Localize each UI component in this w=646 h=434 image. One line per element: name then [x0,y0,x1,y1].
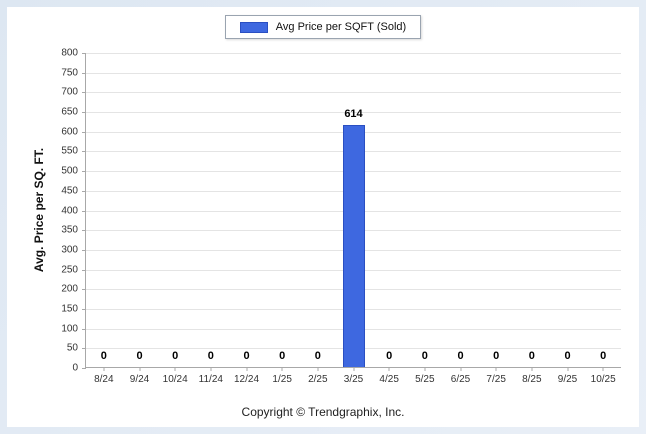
y-tick-label: 600 [61,126,78,138]
y-tick-label: 300 [61,244,78,256]
legend: Avg Price per SQFT (Sold) [224,15,422,39]
bar-value-label: 0 [528,350,535,362]
y-tick-mark [82,230,86,232]
x-tick-label: 10/24 [162,374,188,385]
x-tick-label: 8/25 [522,374,542,385]
legend-label: Avg Price per SQFT (Sold) [275,21,407,33]
y-tick-mark [82,190,86,192]
bar-value-label: 0 [243,350,250,362]
x-tick-mark [317,367,319,371]
x-tick-label: 8/24 [94,374,114,385]
y-tick-label: 100 [61,323,78,335]
y-tick-label: 150 [61,303,78,315]
x-tick-label: 9/25 [557,374,578,385]
plot-area: 0 50 100 150 200 250 300 350 400 450 500 550 600 650 7… [61,48,621,385]
y-tick-mark [82,308,86,310]
y-tick-label: 700 [61,86,78,98]
chart-canvas: Avg Price per SQFT (Sold) Avg. Price per… [7,7,639,427]
x-tick-mark [567,367,568,371]
x-tick-mark [460,367,461,371]
y-tick-label: 750 [61,67,78,79]
x-tick-label: 7/25 [486,374,506,385]
x-tick-mark [424,367,426,371]
x-tick-mark [281,367,283,371]
y-tick-mark [82,53,86,54]
y-tick-label: 500 [61,165,78,177]
y-tick-mark [82,249,86,251]
x-tick-mark [353,367,354,371]
x-tick-mark [174,367,176,371]
y-tick-label: 0 [72,362,78,374]
y-tick-label: 50 [66,342,78,354]
y-tick-label: 450 [61,185,78,197]
y-tick-mark [82,269,86,271]
bar-value-label: 0 [279,350,286,362]
x-tick-mark [388,367,390,371]
bar-value-label: 0 [564,350,571,362]
y-tick-label: 350 [61,224,78,236]
gridline [86,72,621,74]
x-tick-mark [103,367,105,371]
gridline [86,53,621,54]
legend-row: Avg Price per SQFT (Sold) [7,7,639,39]
bar-value-label: 0 [314,350,321,362]
y-tick-label: 250 [61,264,78,276]
bar-value-label: 0 [100,350,107,362]
x-tick-mark [246,367,247,371]
y-tick-mark [82,348,86,350]
y-tick-label: 550 [61,145,78,157]
y-tick-label: 800 [61,47,78,59]
x-tick-label: 3/25 [343,374,364,385]
y-tick-mark [82,92,86,94]
gridline [86,92,621,94]
bar-value-label: 0 [386,350,393,362]
x-tick-mark [210,367,212,371]
x-tick-label: 2/25 [308,374,328,385]
x-tick-label: 5/25 [415,374,435,385]
y-tick-mark [82,210,86,212]
y-tick-label: 200 [61,283,78,295]
gridline [86,112,621,114]
bar-3/25 [342,125,365,367]
bar-value-label: 0 [600,350,607,362]
x-tick-label: 6/25 [450,374,471,385]
bar-value-label: 0 [207,350,214,362]
bar-value-label: 614 [344,108,363,121]
x-tick-label: 12/24 [233,374,260,385]
x-tick-mark [602,367,604,371]
y-tick-mark [82,289,86,291]
legend-swatch-avg-price [239,21,268,33]
x-tick-label: 11/24 [198,374,223,385]
y-tick-label: 400 [61,205,78,216]
y-tick-mark [82,368,86,369]
copyright-text: Copyright © Trendgraphix, Inc. [241,405,405,419]
bar-value-label: 0 [421,350,428,362]
x-tick-label: 1/25 [272,374,292,385]
y-tick-label: 650 [61,106,78,118]
y-tick-mark [82,171,86,173]
x-tick-label: 9/24 [129,374,150,385]
x-tick-label: 10/25 [590,374,616,385]
x-tick-mark [139,367,140,371]
bar-value-label: 0 [493,350,500,362]
bar-value-label: 0 [172,350,179,362]
y-tick-mark [82,72,86,74]
y-tick-mark [82,328,86,330]
x-tick-mark [495,367,497,371]
x-tick-mark [531,367,533,371]
bar-value-label: 0 [136,350,143,362]
y-tick-mark [82,112,86,114]
y-tick-mark [82,151,86,153]
chart-area: Avg. Price per SQ. FT. 0 50 100 150 200 250 30… [7,48,639,398]
y-tick-mark [82,131,86,133]
x-tick-label: 4/25 [379,374,399,385]
bar-value-label: 0 [457,350,464,362]
